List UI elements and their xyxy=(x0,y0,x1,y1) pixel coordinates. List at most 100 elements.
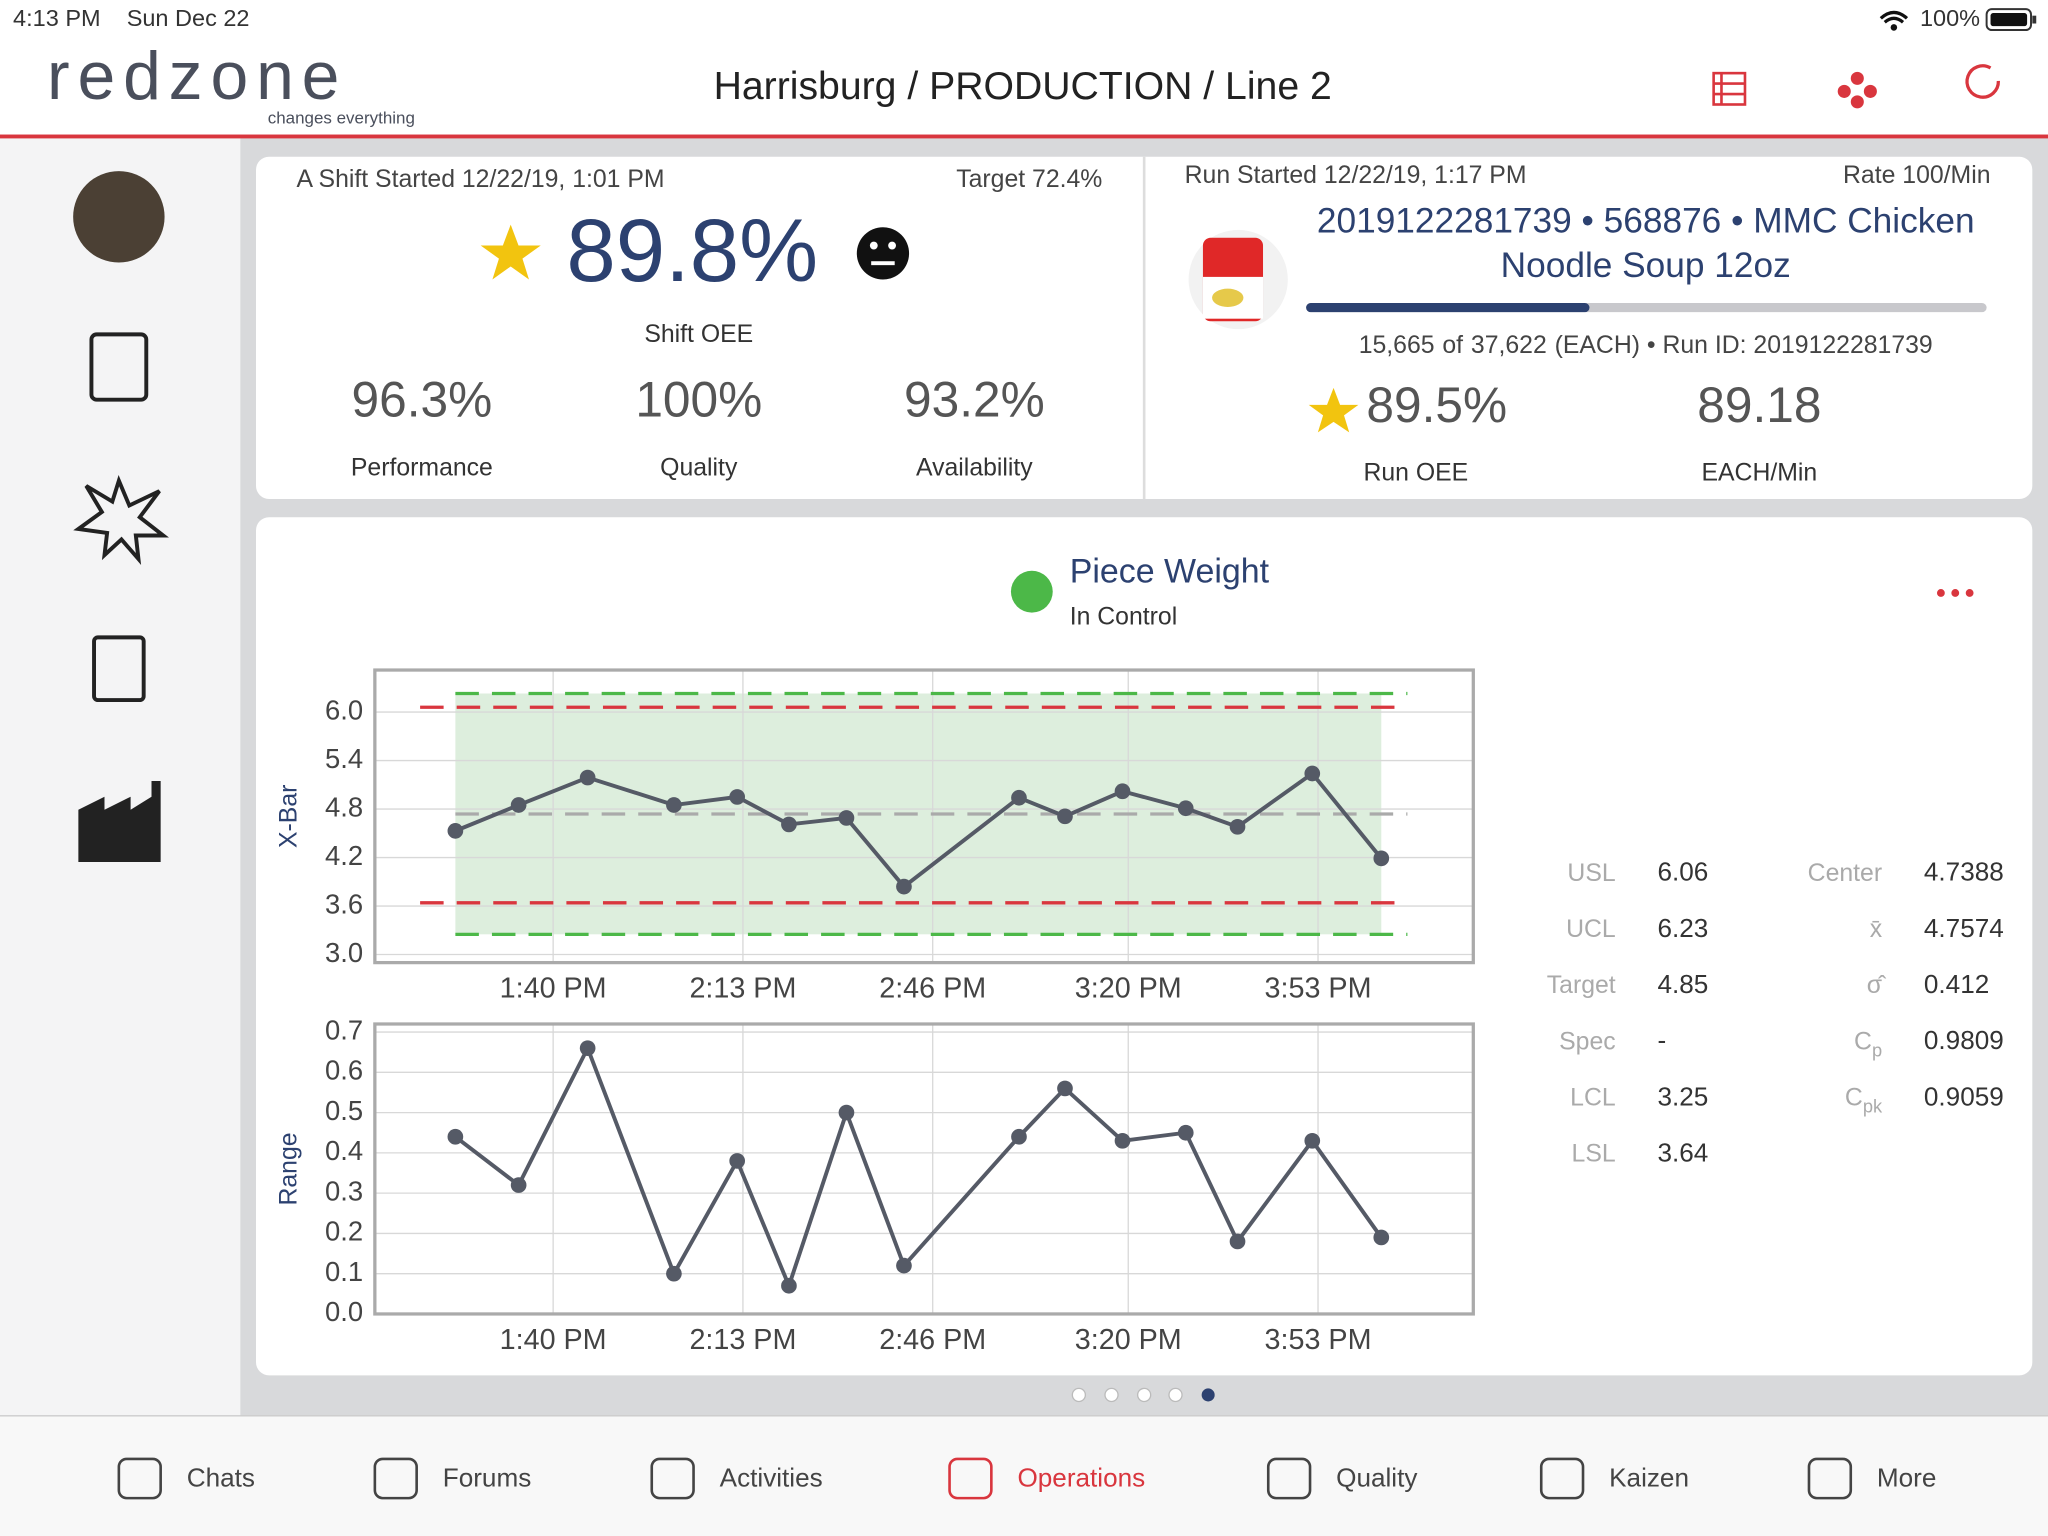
y-axis-title: X-Bar xyxy=(276,785,303,848)
log-icon[interactable] xyxy=(78,781,161,863)
status-dot xyxy=(1010,570,1053,613)
stat-label-text: USL xyxy=(1567,859,1615,886)
data-point xyxy=(1304,765,1321,782)
stat-value: 0.9809 xyxy=(1924,1025,2004,1055)
header-title: Harrisburg / PRODUCTION / Line 2 xyxy=(714,65,1332,108)
quality-icon[interactable] xyxy=(92,635,146,703)
shift-started: A Shift Started 12/22/19, 1:01 PM xyxy=(296,166,664,193)
stat-value: 6.23 xyxy=(1657,913,1708,943)
metric-label: Performance xyxy=(351,454,493,481)
tab-label[interactable]: Activities xyxy=(720,1463,823,1493)
metric-value: 89.5% xyxy=(1366,377,1507,433)
stat-value: 3.64 xyxy=(1657,1138,1708,1168)
hierarchy-button[interactable] xyxy=(1837,71,1877,109)
more-menu[interactable] xyxy=(1936,589,1974,597)
x-tick-label: 2:13 PM xyxy=(689,1324,796,1356)
tab-icon[interactable] xyxy=(1807,1457,1853,1500)
data-point xyxy=(666,1265,682,1282)
data-point xyxy=(447,823,464,839)
logo-tagline: changes everything xyxy=(268,108,415,127)
metric-value: 93.2% xyxy=(904,372,1045,428)
metric-label: EACH/Min xyxy=(1701,460,1817,487)
stat-label: x̄ xyxy=(1870,916,1883,943)
progress-part: 15,665 xyxy=(1359,332,1435,359)
data-point xyxy=(666,797,682,813)
tab-label[interactable]: Kaizen xyxy=(1609,1463,1689,1493)
stat-label: USL xyxy=(1567,859,1615,886)
y-tick-label: 3.0 xyxy=(325,937,363,968)
tab-icon[interactable] xyxy=(373,1457,418,1500)
y-axis-title: Range xyxy=(276,1132,303,1205)
stat-label-text: Target xyxy=(1547,972,1616,999)
metric-value: 96.3% xyxy=(352,372,493,428)
stat-label: Target xyxy=(1547,972,1616,999)
y-tick-label: 0.6 xyxy=(325,1055,363,1086)
tab-label[interactable]: Operations xyxy=(1017,1463,1145,1493)
stat-label-text: σ̂ xyxy=(1867,972,1886,999)
data-point xyxy=(1304,1132,1321,1149)
data-point xyxy=(838,810,855,826)
battery-text: 100% xyxy=(1920,5,1980,31)
stat-label-text: UCL xyxy=(1566,916,1616,943)
data-point xyxy=(1057,808,1073,825)
x-tick-label: 3:53 PM xyxy=(1265,1324,1372,1356)
page-dots xyxy=(1071,1387,1215,1403)
shift-target: Target 72.4% xyxy=(956,166,1102,193)
data-point xyxy=(579,769,596,786)
tab-icon[interactable] xyxy=(948,1457,993,1500)
tab-icon[interactable] xyxy=(650,1457,695,1500)
tab-icon[interactable] xyxy=(1539,1457,1585,1500)
stat-value: - xyxy=(1657,1025,1666,1055)
tab-label[interactable]: Quality xyxy=(1336,1463,1417,1493)
y-tick-label: 5.4 xyxy=(325,743,363,774)
data-point xyxy=(1229,1233,1246,1250)
stat-label-text: LSL xyxy=(1572,1140,1616,1167)
stat-label-text: LCL xyxy=(1570,1084,1616,1111)
stat-label-text: Center xyxy=(1808,859,1882,886)
shift-oee: 89.8% xyxy=(566,201,818,300)
plot-area xyxy=(374,1024,1474,1314)
y-tick-label: 4.8 xyxy=(325,791,363,822)
data-point xyxy=(896,1257,912,1274)
tab-label[interactable]: Forums xyxy=(443,1463,532,1493)
data-point xyxy=(896,878,912,895)
stat-label-sub: pk xyxy=(1863,1095,1883,1116)
x-tick-label: 2:46 PM xyxy=(879,1324,986,1356)
stat-label-text: x̄ xyxy=(1870,916,1883,943)
y-tick-label: 0.1 xyxy=(325,1256,363,1287)
progress-text: 15,665 of 37,622 (EACH) • Run ID: 201912228… xyxy=(1359,332,1933,359)
x-tick-label: 3:20 PM xyxy=(1075,973,1182,1005)
data-point xyxy=(1229,818,1246,835)
refresh-button[interactable] xyxy=(1965,64,2001,99)
stat-label: LCL xyxy=(1570,1084,1616,1111)
battery-icon xyxy=(1985,8,2037,32)
spc-title: Piece Weight xyxy=(1070,552,1270,590)
stat-label: Cpk xyxy=(1845,1084,1883,1116)
x-tick-label: 3:20 PM xyxy=(1075,1324,1182,1356)
stat-label: σ̂ xyxy=(1867,972,1886,999)
run-rate: Rate 100/Min xyxy=(1843,162,1991,189)
tab-label[interactable]: Chats xyxy=(187,1463,255,1493)
y-tick-label: 0.2 xyxy=(325,1216,363,1247)
tab-label[interactable]: More xyxy=(1877,1463,1937,1493)
stat-label-sub: p xyxy=(1872,1039,1882,1060)
tab-icon[interactable] xyxy=(1266,1457,1312,1500)
stat-value: 0.412 xyxy=(1924,969,1989,999)
settings-icon[interactable] xyxy=(89,332,149,402)
plot-frame xyxy=(373,1022,1475,1316)
y-tick-label: 0.5 xyxy=(325,1095,363,1126)
run-started: Run Started 12/22/19, 1:17 PM xyxy=(1185,162,1527,189)
progress-part: 37,622 xyxy=(1471,332,1547,359)
progress-part: (EACH) • Run ID: 2019122281739 xyxy=(1555,332,1933,359)
tab-icon[interactable] xyxy=(117,1457,162,1500)
star xyxy=(480,224,541,280)
stat-value: 3.25 xyxy=(1657,1081,1708,1111)
data-point xyxy=(729,1153,746,1169)
problems-icon[interactable] xyxy=(73,474,169,566)
data-center-icon[interactable] xyxy=(73,171,165,263)
list-button[interactable] xyxy=(1712,71,1747,106)
x-tick-label: 1:40 PM xyxy=(500,1324,607,1356)
metric-label: Quality xyxy=(660,454,738,481)
x-tick-label: 1:40 PM xyxy=(500,973,607,1005)
